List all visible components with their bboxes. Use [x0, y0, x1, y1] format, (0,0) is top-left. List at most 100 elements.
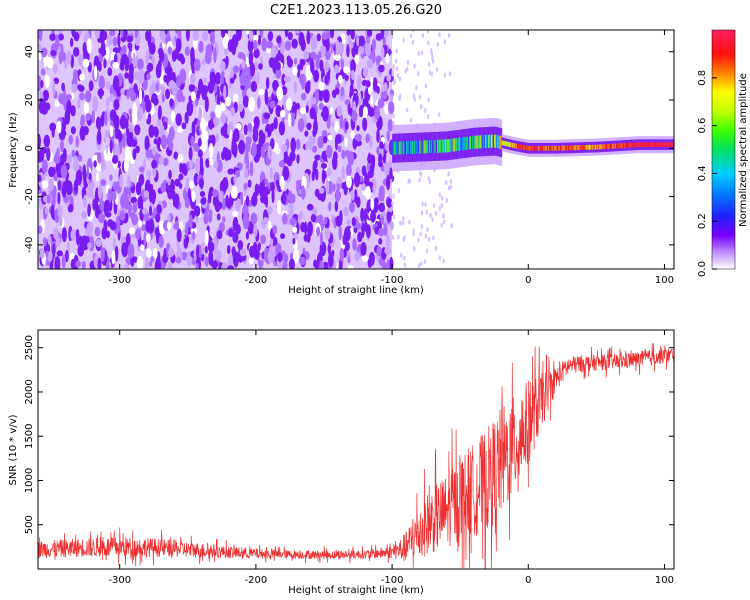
noise-speckle	[336, 104, 343, 117]
snr-xtick-label: 0	[525, 575, 531, 586]
noise-speckle	[59, 139, 64, 153]
signal-core	[419, 140, 422, 154]
signal-core	[411, 140, 414, 154]
signal-core	[562, 145, 565, 151]
noise-speckle	[126, 35, 134, 43]
noise-speckle	[137, 219, 143, 228]
noise-speckle	[386, 259, 390, 269]
signal-core	[451, 138, 454, 152]
noise-speckle	[335, 215, 342, 227]
signal-core	[587, 144, 589, 150]
noise-speckle	[75, 169, 83, 186]
snr-axes: -300 -200 -100 0 100 500 1000 1500 2000 2500	[24, 330, 674, 586]
signal-core	[439, 139, 441, 153]
noise-speckle	[161, 93, 165, 103]
signal-core	[487, 134, 490, 148]
noise-speckle	[197, 137, 202, 147]
noise-speckle	[247, 38, 254, 53]
noise-speckle	[380, 46, 385, 60]
noise-speckle	[225, 194, 229, 208]
noise-speckle	[296, 64, 301, 79]
noise-speckle	[249, 245, 256, 258]
noise-speckle	[274, 147, 281, 155]
spectrogram-ylabel: Frequency (Hz)	[8, 112, 19, 188]
noise-speckle	[324, 75, 329, 85]
noise-speckle	[227, 125, 231, 136]
noise-speckle	[290, 137, 297, 153]
sparse-speckle	[419, 170, 422, 176]
noise-speckle	[343, 66, 350, 74]
sparse-speckle	[432, 235, 435, 241]
signal-core	[574, 145, 576, 151]
noise-speckle	[184, 197, 190, 209]
noise-speckle	[312, 127, 317, 138]
noise-speckle	[319, 260, 325, 269]
noise-speckle	[275, 67, 282, 79]
noise-speckle	[199, 190, 206, 198]
signal-core	[659, 142, 661, 148]
signal-core	[454, 138, 456, 152]
noise-speckle	[186, 100, 194, 117]
noise-speckle	[177, 154, 184, 163]
noise-speckle	[191, 120, 196, 137]
noise-speckle	[241, 60, 246, 69]
signal-core	[517, 144, 520, 149]
noise-speckle	[215, 133, 219, 143]
noise-speckle	[211, 260, 218, 269]
noise-speckle	[287, 190, 293, 204]
noise-speckle	[96, 130, 102, 145]
noise-speckle	[184, 111, 189, 124]
noise-speckle	[48, 178, 54, 192]
noise-speckle	[167, 66, 173, 78]
noise-speckle	[124, 117, 129, 130]
sparse-speckle	[431, 216, 434, 222]
sparse-speckle	[405, 107, 409, 113]
noise-speckle	[281, 73, 286, 86]
noise-speckle	[321, 32, 329, 40]
signal-core	[486, 134, 489, 149]
signal-core	[525, 145, 527, 151]
noise-speckle	[347, 265, 354, 269]
noise-speckle	[381, 261, 388, 269]
noise-speckle	[129, 91, 137, 102]
signal-core	[618, 143, 620, 149]
signal-core	[524, 145, 526, 151]
noise-speckle	[289, 217, 297, 226]
noise-speckle	[46, 56, 54, 69]
noise-speckle	[103, 219, 108, 233]
signal-core	[436, 139, 438, 153]
noise-speckle	[167, 248, 175, 258]
noise-speckle	[153, 126, 159, 138]
noise-speckle	[204, 96, 209, 113]
noise-speckle	[285, 98, 293, 111]
signal-core	[629, 142, 631, 148]
spectrogram-ytick-label: -20	[24, 188, 35, 204]
signal-core	[535, 145, 538, 151]
signal-core	[544, 145, 546, 151]
signal-core	[401, 141, 404, 155]
signal-core	[477, 135, 479, 149]
signal-core	[644, 142, 646, 148]
sparse-speckle	[413, 63, 416, 69]
noise-speckle	[216, 213, 221, 221]
signal-core	[486, 135, 488, 149]
signal-core	[426, 140, 428, 154]
noise-speckle	[384, 104, 390, 115]
signal-core	[530, 145, 532, 151]
noise-speckle	[222, 176, 229, 191]
signal-core	[646, 142, 648, 148]
noise-speckle	[329, 30, 335, 39]
noise-speckle	[270, 122, 275, 132]
signal-core	[534, 145, 536, 151]
sparse-speckle	[440, 195, 444, 201]
noise-speckle	[55, 34, 60, 50]
noise-speckle	[232, 210, 239, 218]
noise-speckle	[350, 130, 355, 139]
noise-speckle	[251, 141, 257, 158]
signal-core	[593, 144, 596, 150]
noise-speckle	[169, 98, 174, 107]
noise-speckle	[304, 130, 309, 137]
noise-speckle	[253, 116, 260, 129]
sparse-speckle	[417, 51, 420, 57]
signal-core	[409, 141, 411, 155]
